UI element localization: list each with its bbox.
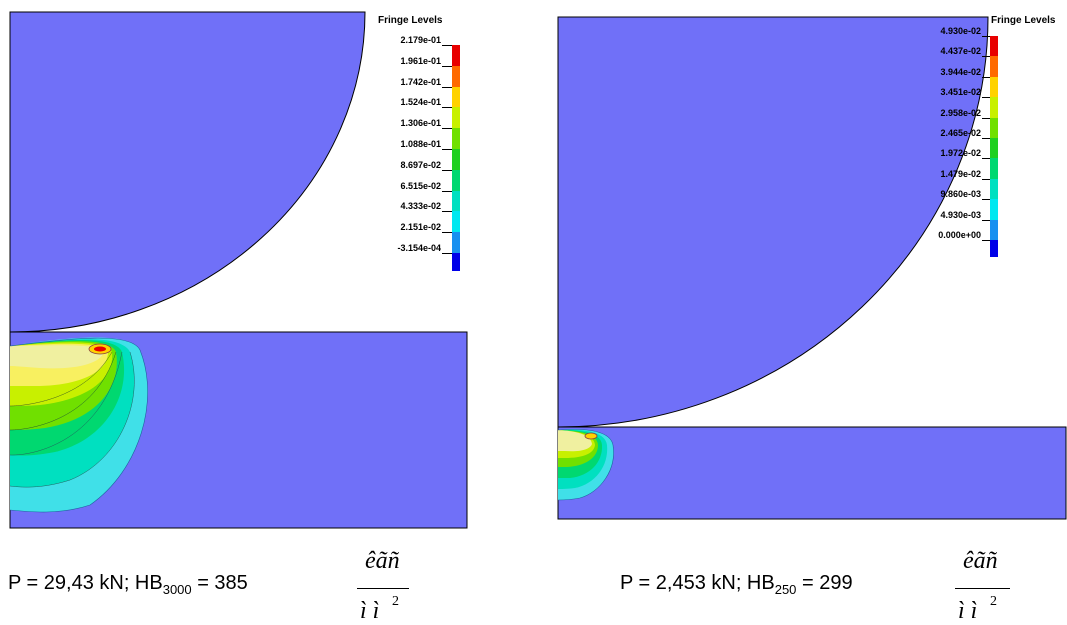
left-legend-tick-4 bbox=[442, 128, 452, 130]
right-fringe-plot: Fringe Levels 4.930e-02 4.437e-02 3.944e-0… bbox=[555, 0, 1067, 530]
left-legend-level-5: 1.088e-01 bbox=[400, 139, 441, 149]
right-legend-level-10: 0.000e+00 bbox=[938, 230, 981, 240]
right-legend-level-6: 1.972e-02 bbox=[940, 148, 981, 159]
right-legend-swatch-5 bbox=[990, 138, 998, 159]
right-legend-tick-3 bbox=[982, 97, 990, 99]
left-legend-title: Fringe Levels bbox=[378, 15, 443, 26]
right-legend-level-1: 4.437e-02 bbox=[940, 46, 981, 57]
right-legend-level-0: 4.930e-02 bbox=[940, 26, 981, 36]
left-legend-tick-1 bbox=[442, 65, 452, 67]
left-legend-level-6: 8.697e-02 bbox=[400, 159, 441, 170]
right-unit-denominator: ì ì bbox=[958, 598, 978, 624]
right-caption: P = 2,453 kN; HB250 = 299 bbox=[620, 572, 853, 597]
right-legend-tick-6 bbox=[982, 158, 990, 160]
right-legend-tick-1 bbox=[982, 56, 990, 58]
left-legend-swatch-9 bbox=[452, 232, 460, 253]
right-unit-exponent: 2 bbox=[990, 594, 997, 609]
left-legend-swatch-3 bbox=[452, 107, 460, 129]
right-legend-level-8: 9.860e-03 bbox=[940, 189, 981, 200]
left-legend-level-1: 1.961e-01 bbox=[400, 55, 441, 66]
right-legend-tick-4 bbox=[982, 117, 990, 119]
left-legend-swatch-2 bbox=[452, 86, 460, 108]
right-contour-bands bbox=[557, 429, 614, 501]
right-legend-level-3: 3.451e-02 bbox=[940, 87, 981, 98]
left-legend-level-2: 1.742e-01 bbox=[400, 76, 441, 87]
left-legend-level-7: 6.515e-02 bbox=[400, 180, 441, 191]
right-caption-sub: 250 bbox=[774, 582, 797, 597]
right-contour-figure bbox=[557, 16, 1067, 520]
right-legend-level-7: 1.479e-02 bbox=[940, 168, 981, 179]
right-legend-swatch-2 bbox=[990, 76, 998, 98]
left-legend-swatch-4 bbox=[452, 128, 460, 149]
right-caption-suffix: = 299 bbox=[796, 572, 853, 594]
left-legend-level-3: 1.524e-01 bbox=[400, 97, 441, 108]
left-legend-swatch-8 bbox=[452, 211, 460, 233]
left-legend-tick-3 bbox=[442, 107, 452, 109]
left-legend-swatch-1 bbox=[452, 65, 460, 87]
left-legend-tick-2 bbox=[442, 86, 452, 88]
right-unit-numerator: êãñ bbox=[963, 548, 998, 574]
right-specimen bbox=[557, 426, 1067, 520]
right-legend-level-9: 4.930e-03 bbox=[940, 209, 981, 220]
left-legend-level-9: 2.151e-02 bbox=[400, 222, 441, 233]
right-legend-title: Fringe Levels bbox=[991, 15, 1056, 26]
right-legend-swatch-7 bbox=[990, 178, 998, 200]
left-legend-tick-8 bbox=[442, 211, 452, 213]
left-legend-tick-6 bbox=[442, 169, 452, 171]
left-legend-level-10: -3.154e-04 bbox=[397, 243, 441, 253]
right-legend-level-5: 2.465e-02 bbox=[940, 128, 981, 138]
right-legend-swatch-1 bbox=[990, 56, 998, 77]
left-legend-level-4: 1.306e-01 bbox=[400, 118, 441, 129]
right-caption-prefix: P = 2,453 kN; HB bbox=[620, 572, 775, 594]
left-legend-tick-10 bbox=[442, 253, 452, 254]
right-legend-tick-10 bbox=[982, 240, 990, 241]
left-legend-level-0: 2.179e-01 bbox=[400, 35, 441, 45]
right-legend-tick-9 bbox=[982, 219, 990, 221]
right-legend-swatch-3 bbox=[990, 97, 998, 118]
right-legend-level-2: 3.944e-02 bbox=[940, 66, 981, 77]
left-caption-prefix: P = 29,43 kN; HB bbox=[8, 572, 163, 594]
left-legend-tick-5 bbox=[442, 149, 452, 150]
right-legend-level-4: 2.958e-02 bbox=[940, 107, 981, 118]
left-legend-swatch-6 bbox=[452, 169, 460, 191]
right-legend-tick-5 bbox=[982, 138, 990, 139]
left-unit-denominator: ì ì bbox=[360, 598, 380, 624]
right-legend-tick-2 bbox=[982, 76, 990, 78]
right-unit-fraction-bar bbox=[955, 588, 1010, 589]
left-fringe-plot: Fringe Levels 2.179e-01 1.961e-01 1.742e-0… bbox=[0, 0, 470, 530]
right-legend-swatch-0 bbox=[990, 36, 998, 57]
left-caption-sub: 3000 bbox=[162, 582, 192, 597]
right-legend-swatch-4 bbox=[990, 117, 998, 138]
right-legend-tick-7 bbox=[982, 178, 990, 180]
right-legend-swatch-6 bbox=[990, 158, 998, 179]
left-legend-tick-7 bbox=[442, 190, 452, 192]
right-legend-swatch-10 bbox=[990, 240, 998, 258]
left-legend-swatch-0 bbox=[452, 45, 460, 66]
left-unit-exponent: 2 bbox=[392, 594, 399, 609]
left-legend-tick-9 bbox=[442, 232, 452, 234]
left-caption-suffix: = 385 bbox=[191, 572, 248, 594]
left-legend-tick-0 bbox=[442, 45, 452, 46]
left-indenter bbox=[9, 11, 366, 333]
left-legend-swatch-10 bbox=[452, 253, 460, 271]
left-legend-swatch-7 bbox=[452, 190, 460, 212]
right-legend-swatch-8 bbox=[990, 199, 998, 220]
left-legend-level-8: 4.333e-02 bbox=[400, 201, 441, 212]
right-legend-swatch-9 bbox=[990, 219, 998, 240]
left-contour-bands bbox=[9, 337, 148, 513]
left-legend-swatch-5 bbox=[452, 149, 460, 170]
right-legend-tick-0 bbox=[982, 36, 990, 37]
right-indenter bbox=[557, 16, 989, 428]
left-unit-numerator: êãñ bbox=[365, 548, 400, 574]
left-contour-figure bbox=[9, 11, 468, 529]
left-unit-fraction-bar bbox=[357, 588, 409, 589]
right-legend-tick-8 bbox=[982, 199, 990, 201]
left-caption: P = 29,43 kN; HB3000 = 385 bbox=[8, 572, 248, 597]
